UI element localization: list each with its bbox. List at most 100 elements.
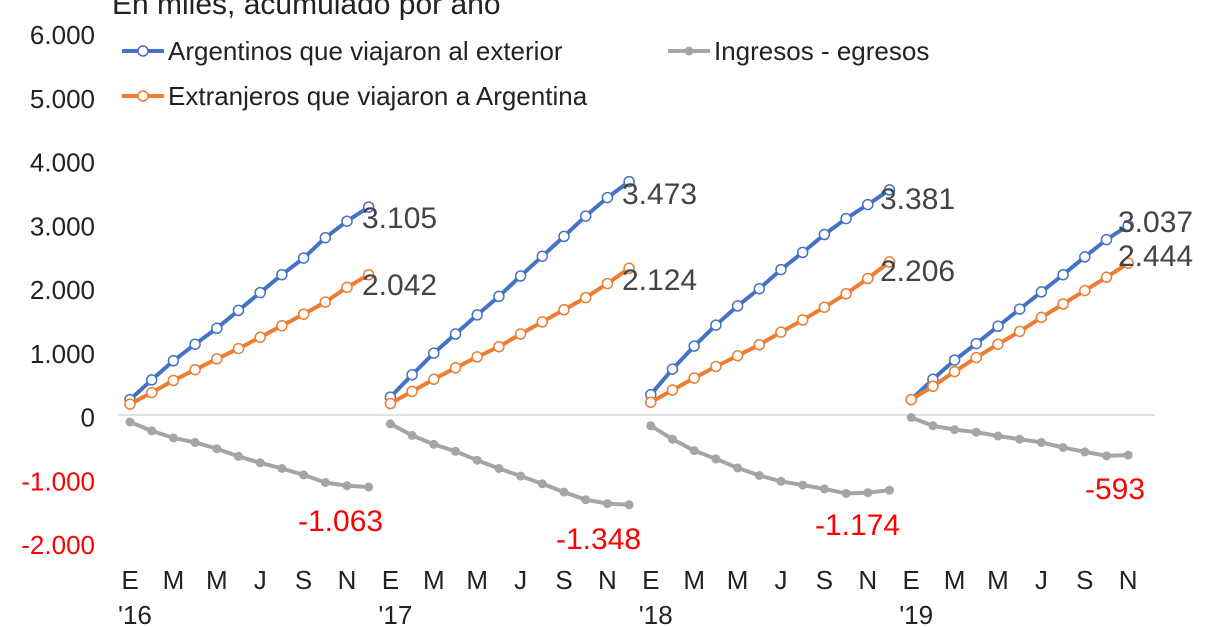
data-point (190, 437, 200, 447)
y-tick-label: 0 (81, 403, 95, 433)
data-point (731, 300, 744, 312)
y-tick-label: 5.000 (30, 84, 95, 114)
x-year-label: '17 (378, 600, 412, 627)
series-line (128, 272, 371, 407)
x-tick-label: N (858, 565, 877, 595)
data-point (753, 339, 766, 351)
data-point (125, 417, 135, 427)
data-point (341, 281, 353, 294)
data-point (471, 309, 483, 321)
x-tick-label: M (206, 565, 228, 595)
data-point (449, 328, 462, 340)
data-point (579, 291, 592, 304)
data-point (927, 380, 939, 393)
data-point (862, 198, 874, 211)
x-tick-label: M (466, 565, 488, 595)
data-point (948, 365, 961, 378)
data-point (906, 413, 916, 422)
data-point (710, 360, 722, 373)
data-point (147, 426, 157, 436)
data-point (840, 212, 852, 225)
data-point (537, 479, 547, 489)
series-group (124, 175, 1134, 510)
data-point (145, 374, 158, 386)
legend-label: Ingresos - egresos (714, 36, 929, 66)
x-tick-label: M (683, 565, 705, 595)
data-point (189, 338, 201, 350)
data-point (950, 425, 960, 435)
data-point (992, 338, 1004, 350)
y-tick-label: -2.000 (21, 530, 95, 560)
data-point (731, 349, 744, 362)
data-point (970, 351, 983, 364)
legend-marker (137, 90, 149, 102)
data-point (320, 478, 330, 487)
x-tick-label: J (254, 565, 267, 595)
legend-item: Ingresos - egresos (668, 36, 929, 66)
data-point (384, 397, 397, 410)
data-point (514, 270, 527, 282)
y-tick-label: 1.000 (30, 339, 95, 369)
data-point (1122, 257, 1134, 269)
data-point (581, 495, 591, 505)
data-point (168, 433, 178, 443)
data-label: -593 (1085, 473, 1145, 506)
data-point (536, 316, 549, 328)
data-point (342, 481, 352, 491)
data-point (645, 396, 657, 408)
data-point (841, 488, 851, 498)
x-tick-label: N (598, 565, 617, 595)
data-point (319, 231, 332, 244)
data-label: 2.444 (1118, 240, 1193, 273)
data-point (429, 439, 439, 449)
data-point (493, 340, 505, 353)
x-tick-label: S (816, 565, 833, 595)
data-point (970, 337, 983, 350)
data-point (668, 434, 677, 444)
x-tick-label: J (514, 565, 527, 595)
data-point (883, 256, 896, 268)
x-tick-label: J (775, 565, 788, 595)
data-point (733, 463, 743, 473)
data-point (297, 252, 310, 264)
data-point (277, 464, 287, 473)
data-point (623, 262, 635, 275)
data-point (818, 301, 831, 313)
data-point (818, 228, 831, 241)
data-point (558, 230, 570, 243)
x-tick-label: N (1119, 565, 1138, 595)
data-point (646, 421, 656, 431)
y-axis: 6.000 5.000 4.000 3.000 2.000 1.000 0 -1.000 -2.… (21, 20, 95, 560)
data-point (711, 454, 721, 464)
y-tick-label: 3.000 (30, 211, 95, 241)
chart-title: En miles, acumulado por año (112, 0, 501, 21)
data-point (189, 363, 201, 376)
data-point (885, 485, 894, 495)
y-tick-label: -1.000 (21, 466, 95, 496)
data-point (601, 277, 614, 290)
x-axis: E M M J S N'16E M M J S N'17E M M J S N'18E M M J S N'19 (118, 565, 1138, 627)
data-point (1100, 271, 1113, 284)
y-tick-label: 4.000 (30, 148, 95, 178)
series-line (388, 421, 632, 507)
data-point (840, 288, 852, 300)
data-point (449, 362, 462, 374)
data-point (928, 421, 938, 431)
data-point (623, 175, 635, 188)
data-point (428, 347, 440, 359)
x-tick-label: M (987, 565, 1009, 595)
data-point (689, 446, 699, 456)
data-point (451, 446, 460, 456)
data-point (234, 451, 243, 461)
data-point (666, 363, 679, 375)
data-point (276, 319, 288, 332)
legend: Argentinos que viajaron al exterior Ingre… (122, 36, 929, 111)
data-point (536, 250, 549, 262)
data-point (406, 385, 418, 398)
data-point (688, 372, 700, 384)
data-point (579, 210, 592, 222)
x-tick-label: S (555, 565, 572, 595)
data-labels: 3.105 3.473 3.381 3.037 2.042 2.124 2.206 2.444… (298, 178, 1193, 556)
data-label: 3.473 (622, 178, 697, 211)
